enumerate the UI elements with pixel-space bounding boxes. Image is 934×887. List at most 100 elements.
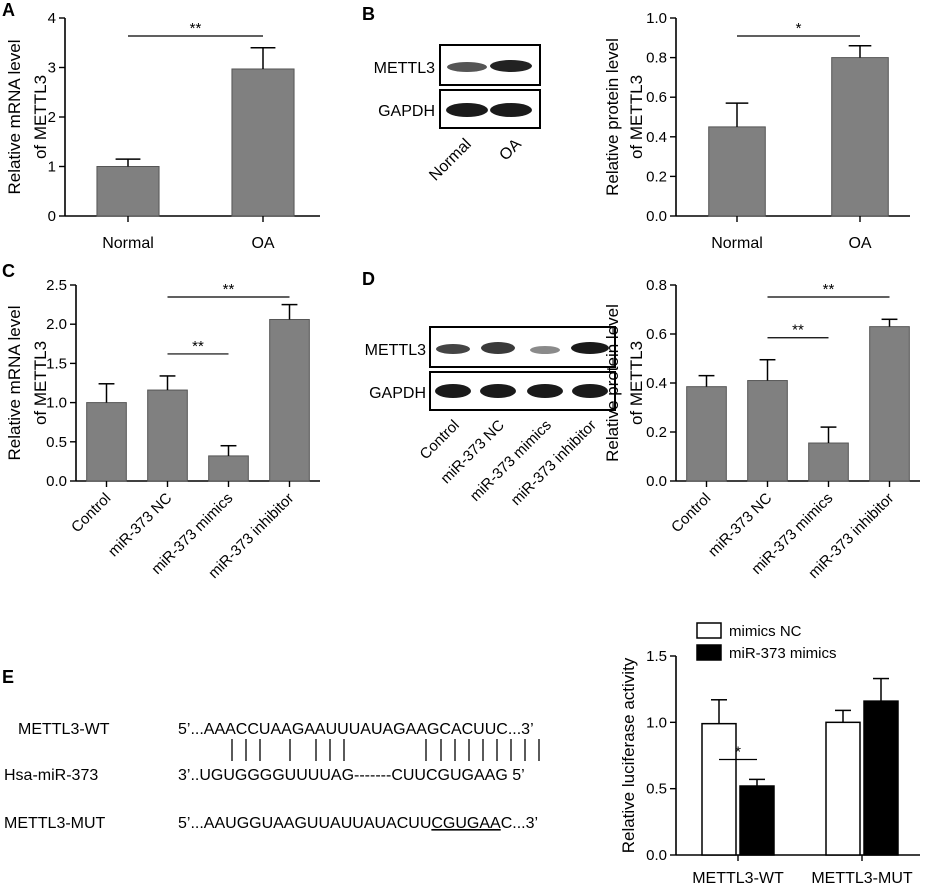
- bar: [147, 389, 188, 482]
- x-tick-label: Control: [668, 490, 714, 536]
- mut-sequence-prefix: 5’...AAUGGUAAGUUAUUAUACUU: [178, 815, 431, 832]
- y-tick-label: 3: [48, 60, 56, 77]
- y-tick-label: 0: [48, 208, 56, 225]
- y-tick-label: 0.8: [646, 50, 667, 67]
- base-pair-lines: [231, 739, 540, 761]
- panel-letter-d: D: [362, 269, 375, 289]
- bar: [686, 386, 727, 482]
- panel-letter-a: A: [2, 0, 15, 20]
- blot-b-row-label-gapdh: GAPDH: [378, 103, 435, 120]
- bar: [708, 126, 766, 217]
- panel-letter-e: E: [2, 667, 14, 687]
- bar: [869, 326, 910, 482]
- bar: [831, 57, 889, 217]
- blot-b-band: [490, 103, 532, 117]
- blot-d-band: [571, 342, 609, 354]
- bar: [231, 68, 295, 217]
- y-tick-label: 0.0: [46, 473, 67, 490]
- blot-d-band: [572, 384, 608, 398]
- legend-label: miR-373 mimics: [729, 645, 837, 662]
- y-axis-label: of METTL3: [31, 75, 50, 159]
- legend-swatch: [696, 644, 722, 661]
- blot-d-band: [435, 384, 471, 398]
- x-tick-label: OA: [251, 235, 274, 252]
- y-axis-label: of METTL3: [627, 341, 646, 425]
- y-tick-label: 1.5: [46, 355, 67, 372]
- y-tick-label: 0.8: [646, 277, 667, 294]
- y-tick-label: 0.6: [646, 326, 667, 343]
- significance-label: *: [796, 20, 802, 37]
- bar: [96, 166, 160, 217]
- blot-d-row-label-mettl3: METTL3: [365, 342, 426, 359]
- panel-letter-b: B: [362, 4, 375, 24]
- mut-sequence: 5’...AAUGGUAAGUUAUUAUACUUCGUGAAC...3’: [178, 815, 538, 832]
- blot-d-lane-label: miR-373 mimics: [467, 417, 555, 505]
- blot-d-band: [436, 344, 470, 354]
- legend-label: mimics NC: [729, 623, 802, 640]
- bar: [208, 455, 249, 482]
- y-axis-label: of METTL3: [31, 341, 50, 425]
- bar: [86, 402, 127, 482]
- significance-label: **: [192, 338, 204, 355]
- y-axis-label: Relative mRNA level: [5, 306, 24, 461]
- y-axis-label: Relative protein level: [603, 38, 622, 196]
- y-tick-label: 1.0: [646, 10, 667, 27]
- y-tick-label: 1.5: [646, 648, 667, 665]
- mut-sequence-mutated: CGUGAA: [431, 815, 501, 832]
- y-tick-label: 1.0: [46, 395, 67, 412]
- y-tick-label: 0.2: [646, 424, 667, 441]
- y-tick-label: 2: [48, 109, 56, 126]
- significance-label: **: [223, 281, 235, 298]
- y-axis-label: Relative protein level: [603, 304, 622, 462]
- legend-swatch: [696, 622, 722, 639]
- panel-letter-c: C: [2, 261, 15, 281]
- sequence-alignment: METTL3-WT 5’...AAACCUAAGAAUUUAUAGAAGCACU…: [4, 721, 540, 832]
- blot-b-row-label-mettl3: METTL3: [374, 60, 435, 77]
- blot-d-row-label-gapdh: GAPDH: [369, 385, 426, 402]
- blot-b-band: [490, 60, 532, 72]
- significance-label: **: [190, 20, 202, 37]
- y-tick-label: 1: [48, 159, 56, 176]
- bar: [863, 700, 899, 856]
- y-tick-label: 0.0: [646, 208, 667, 225]
- wt-sequence: 5’...AAACCUAAGAAUUUAUAGAAGCACUUC...3’: [178, 721, 534, 738]
- y-tick-label: 0.5: [646, 781, 667, 798]
- mir-label: Hsa-miR-373: [4, 767, 98, 784]
- chart-a-mrna: 0 1 2 3 4 Relative mRNA level of METTL3 Normal O…: [5, 10, 320, 252]
- blot-b-lane-label: OA: [496, 136, 525, 165]
- wt-label: METTL3-WT: [18, 721, 110, 738]
- mut-label: METTL3-MUT: [4, 815, 106, 832]
- chart-d-protein: 0.0 0.2 0.4 0.6 0.8 Relative protein level of …: [603, 277, 920, 582]
- blot-d-band: [480, 384, 516, 398]
- blot-b-band: [446, 103, 488, 117]
- y-tick-label: 0.6: [646, 89, 667, 106]
- blot-b-band: [447, 62, 487, 72]
- bar: [269, 318, 310, 482]
- y-tick-label: 2.5: [46, 277, 67, 294]
- blot-d-band: [530, 346, 560, 354]
- x-tick-label: Normal: [102, 235, 154, 252]
- bar: [701, 722, 737, 856]
- y-tick-label: 0.0: [646, 473, 667, 490]
- western-blot-b: METTL3 GAPDH Normal OA: [374, 44, 541, 184]
- y-tick-label: 0.4: [646, 375, 667, 392]
- significance-label: *: [735, 743, 741, 760]
- y-axis-label: Relative luciferase activity: [619, 657, 638, 853]
- blot-d-band: [481, 342, 515, 354]
- y-tick-label: 0.4: [646, 129, 667, 146]
- bar: [747, 380, 788, 482]
- mir-sequence: 3’..UGUGGGGUUUUAG-------CUUCGUGAAG 5’: [178, 767, 525, 784]
- x-tick-label: METTL3-MUT: [811, 870, 913, 887]
- bar: [739, 785, 775, 856]
- significance-label: **: [823, 281, 835, 298]
- chart-b-protein: 0.0 0.2 0.4 0.6 0.8 1.0 Relative protein level…: [603, 10, 910, 252]
- x-tick-label: Normal: [711, 235, 763, 252]
- bar: [825, 721, 861, 856]
- bar: [808, 442, 849, 482]
- x-tick-label: OA: [848, 235, 871, 252]
- western-blot-d: METTL3 GAPDH Control miR-373 NC miR-373 …: [365, 326, 616, 509]
- y-tick-label: 0.2: [646, 168, 667, 185]
- significance-label: **: [792, 322, 804, 339]
- mut-sequence-suffix: C...3’: [501, 815, 538, 832]
- y-tick-label: 1.0: [646, 714, 667, 731]
